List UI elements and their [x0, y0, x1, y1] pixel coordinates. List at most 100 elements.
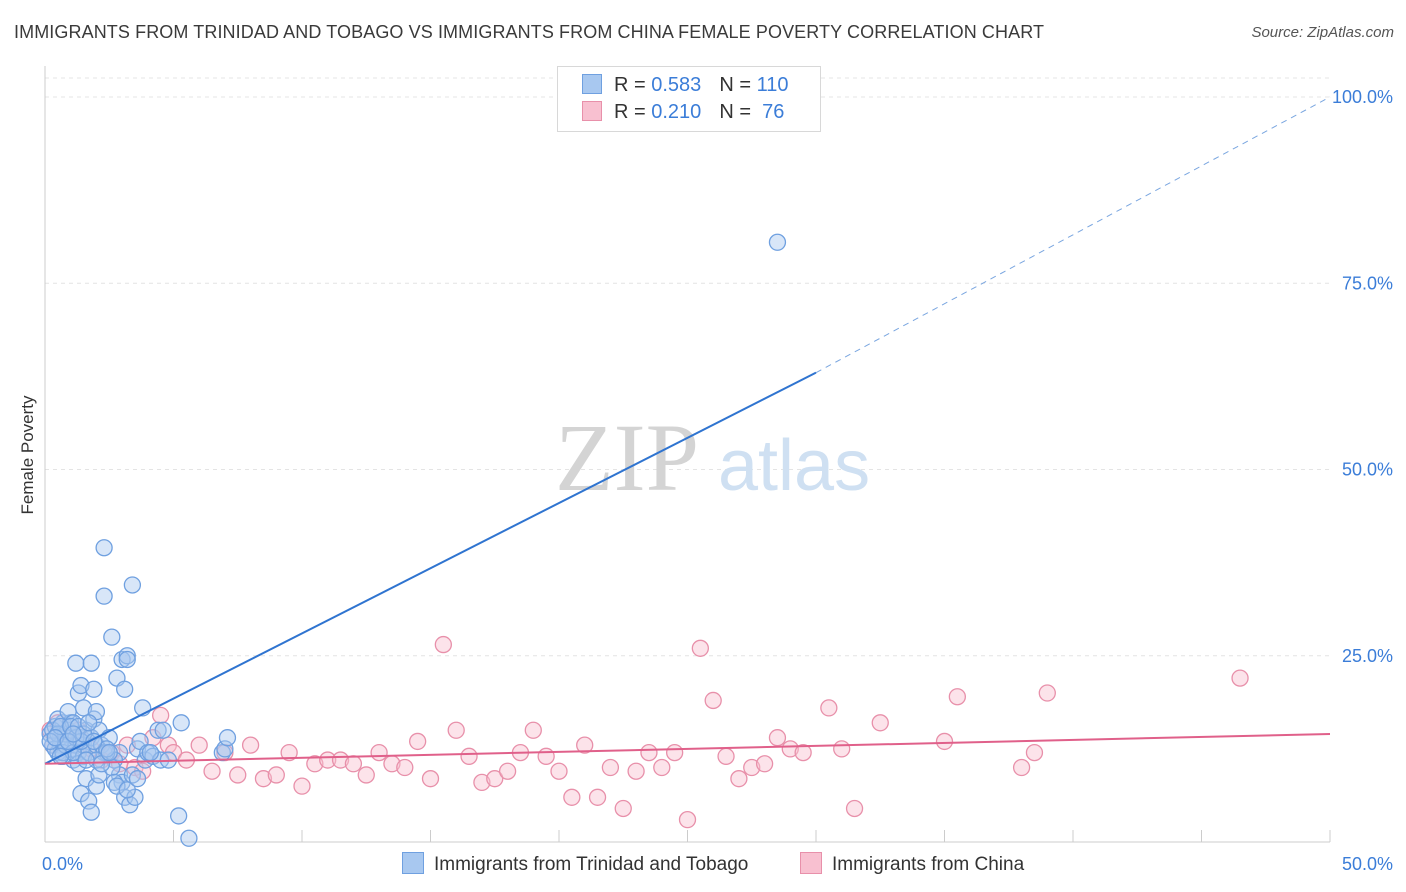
point-trinidad — [172, 714, 190, 732]
point-china — [755, 755, 774, 773]
point-china — [948, 688, 966, 706]
legend-r-value: 0.583 — [651, 74, 702, 96]
point-china — [794, 743, 812, 762]
point-china — [653, 758, 671, 777]
point-china — [280, 743, 298, 762]
point-trinidad — [128, 770, 147, 788]
point-trinidad — [218, 729, 237, 747]
point-trinidad — [72, 676, 90, 695]
watermark-atlas: atlas — [718, 426, 870, 506]
point-china — [241, 736, 260, 754]
point-china — [743, 758, 761, 777]
point-china — [1038, 684, 1056, 702]
gridlines — [45, 77, 1330, 657]
point-trinidad — [141, 743, 160, 762]
tick-labels: 25.0% 50.0% 75.0% 100.0% 0.0% 50.0% — [42, 87, 1393, 874]
point-china — [229, 766, 247, 784]
point-china — [357, 766, 375, 784]
point-trinidad — [123, 576, 142, 594]
point-china — [717, 747, 735, 765]
point-china — [293, 777, 311, 795]
point-china — [421, 770, 440, 788]
point-china — [768, 729, 787, 747]
bottom-legend-swatch-blue — [402, 852, 424, 874]
source-label: Source: ZipAtlas.com — [1251, 24, 1394, 41]
point-china — [1012, 758, 1031, 777]
point-trinidad — [77, 751, 95, 769]
axes — [44, 66, 1331, 843]
point-china — [408, 732, 427, 751]
point-china — [550, 762, 568, 780]
y-tick-label: 100.0% — [1332, 87, 1393, 107]
bottom-legend-label: Immigrants from China — [832, 854, 1025, 875]
point-trinidad — [169, 807, 188, 825]
point-china — [537, 747, 555, 765]
point-china — [1025, 743, 1044, 762]
point-trinidad — [216, 740, 234, 758]
y-tick-label: 25.0% — [1342, 646, 1393, 666]
x-tick-label: 50.0% — [1342, 854, 1393, 874]
point-china — [563, 788, 581, 806]
point-trinidad — [67, 654, 85, 672]
point-china — [678, 811, 697, 829]
point-trinidad — [95, 539, 113, 557]
point-china — [267, 766, 285, 784]
point-trinidad — [154, 721, 172, 739]
point-trinidad — [82, 803, 100, 821]
point-china — [588, 788, 607, 806]
point-china — [306, 755, 324, 773]
point-china — [254, 770, 273, 788]
point-trinidad — [80, 792, 98, 810]
point-trinidad — [180, 829, 198, 847]
point-china — [666, 743, 684, 762]
point-trinidad — [80, 714, 98, 732]
point-trinidad — [87, 777, 106, 795]
point-china — [627, 762, 645, 780]
point-china — [447, 721, 465, 739]
point-china — [151, 706, 170, 724]
bottom-legend-china: Immigrants from China — [800, 852, 1024, 876]
legend-swatch-pink — [582, 101, 602, 121]
legend-swatch-blue — [582, 74, 602, 94]
point-china — [498, 762, 517, 780]
legend-n-label: N = — [719, 101, 757, 123]
point-china — [473, 773, 491, 792]
legend-n-value: 76 — [756, 101, 785, 123]
point-trinidad — [118, 650, 136, 669]
point-trinidad — [90, 766, 108, 784]
trend-lines — [44, 96, 1331, 765]
point-china — [370, 743, 388, 762]
point-china — [640, 743, 658, 762]
point-china — [203, 762, 221, 780]
point-china — [190, 736, 208, 754]
bottom-legend-label: Immigrants from Trinidad and Tobago — [434, 854, 749, 875]
point-china — [1231, 669, 1249, 687]
trend-line-trinidad-extension — [815, 96, 1331, 374]
point-trinidad — [116, 680, 134, 698]
point-china — [845, 799, 864, 818]
legend-n-value: 110 — [756, 74, 789, 96]
point-trinidad — [64, 725, 82, 743]
x-tick-label: 0.0% — [42, 854, 83, 874]
point-trinidad — [118, 647, 136, 665]
point-trinidad — [46, 729, 64, 747]
point-china — [935, 732, 954, 751]
correlation-legend: R = 0.583 N = 110 R = 0.210 N = 76 — [557, 66, 821, 132]
trend-line-trinidad — [44, 371, 817, 765]
point-china — [781, 740, 799, 758]
point-china — [460, 747, 478, 765]
point-china — [833, 740, 851, 758]
legend-r-label: R = — [614, 101, 652, 123]
point-china — [871, 714, 889, 732]
y-tick-label: 50.0% — [1342, 460, 1393, 480]
legend-r-value: 0.210 — [651, 101, 702, 123]
legend-row-trinidad: R = 0.583 N = 110 — [582, 74, 788, 100]
legend-r-label: R = — [614, 74, 652, 96]
point-china — [524, 721, 542, 739]
point-china — [344, 755, 363, 773]
point-china — [396, 758, 414, 777]
series-china-points — [41, 635, 1249, 829]
series-trinidad-points — [41, 233, 787, 847]
point-trinidad — [95, 587, 113, 605]
bottom-legend-swatch-pink — [800, 852, 822, 874]
